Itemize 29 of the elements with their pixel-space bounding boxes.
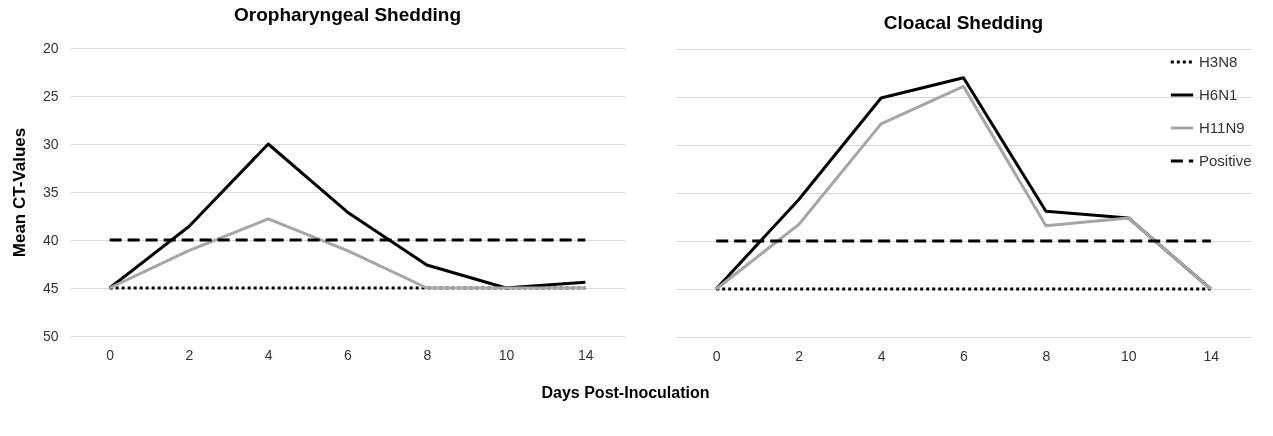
x-tick-label: 14 xyxy=(578,346,594,363)
y-tick-label: 20 xyxy=(42,39,59,56)
x-tick-label: 4 xyxy=(877,347,886,364)
x-tick-label: 0 xyxy=(712,347,721,364)
y-tick-label: 50 xyxy=(42,327,59,344)
y-tick-label: 35 xyxy=(42,183,59,200)
x-tick-label: 8 xyxy=(1042,347,1051,364)
x-tick-label: 10 xyxy=(498,346,515,363)
chart-title: Cloacal Shedding xyxy=(883,12,1044,33)
y-tick-label: 25 xyxy=(42,87,59,104)
x-tick-label: 14 xyxy=(1203,347,1220,364)
x-tick-label: 2 xyxy=(795,347,804,364)
x-tick-label: 2 xyxy=(185,346,194,363)
x-tick-label: 4 xyxy=(264,346,273,363)
legend-label: H6N1 xyxy=(1199,86,1238,103)
x-axis-title: Days Post-Inoculation xyxy=(541,383,710,401)
x-tick-label: 6 xyxy=(344,346,353,363)
y-tick-label: 40 xyxy=(42,231,59,248)
legend-label: Positive xyxy=(1199,152,1252,169)
x-tick-label: 10 xyxy=(1121,347,1137,364)
x-tick-label: 8 xyxy=(423,346,432,363)
chart-title: Oropharyngeal Shedding xyxy=(234,4,461,25)
legend-label: H11N9 xyxy=(1199,119,1245,136)
y-tick-label: 45 xyxy=(42,279,59,296)
x-tick-label: 6 xyxy=(960,347,969,364)
y-axis-title: Mean CT-Values xyxy=(9,127,29,258)
legend-label: H3N8 xyxy=(1199,53,1238,70)
y-tick-label: 30 xyxy=(42,135,59,152)
x-tick-label: 0 xyxy=(106,346,115,363)
